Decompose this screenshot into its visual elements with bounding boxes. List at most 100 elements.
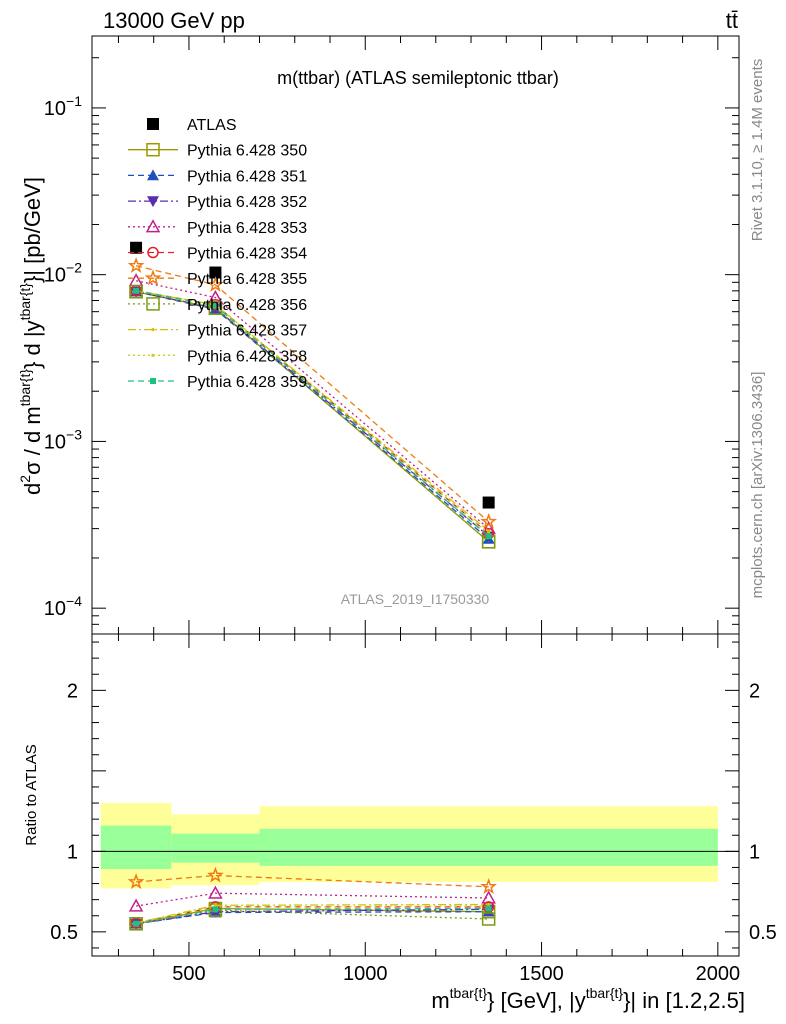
uncertainty-band-stat bbox=[100, 825, 172, 870]
y-tick-label: 10−3 bbox=[44, 426, 82, 453]
x-label-end: }| in [1.2,2.5] bbox=[623, 988, 745, 1013]
legend-entry: Pythia 6.428 359 bbox=[128, 374, 307, 391]
data-point-marker bbox=[146, 142, 160, 157]
source-label: mcplots.cern.ch [arXiv:1306.3436] bbox=[749, 372, 766, 599]
legend-entry: Pythia 6.428 357 bbox=[128, 323, 307, 340]
data-point-marker bbox=[128, 898, 144, 912]
y-tick-label: 10−1 bbox=[44, 93, 82, 120]
y-label-mid: } d |y bbox=[20, 320, 45, 369]
y-tick-label: 10−4 bbox=[44, 593, 82, 620]
main-plot-marks bbox=[127, 241, 498, 549]
data-point-marker bbox=[151, 328, 155, 332]
data-point-marker bbox=[151, 353, 155, 357]
legend-label: Pythia 6.428 354 bbox=[187, 246, 307, 263]
ratio-y-tick-label-right: 1 bbox=[749, 841, 760, 863]
main-y-axis-label: d2σ / d mtbar{t}} d |ytbar{t}}| [pb/GeV] bbox=[17, 177, 45, 495]
ratio-plot-frame bbox=[91, 633, 740, 957]
legend-label: Pythia 6.428 358 bbox=[187, 348, 307, 365]
data-point-marker bbox=[130, 241, 143, 254]
ratio-y-tick-label-left: 0.5 bbox=[50, 922, 78, 944]
y-tick-label-base: 10 bbox=[44, 598, 66, 620]
series-6 bbox=[127, 257, 498, 529]
legend-label: Pythia 6.428 356 bbox=[187, 297, 307, 314]
y-label-sup3: tbar{t} bbox=[17, 283, 33, 321]
x-label-mid: } [GeV], |y bbox=[487, 988, 586, 1013]
main-plot-panel: 10−410−310−210−1 m(ttbar) (ATLAS semilep… bbox=[17, 35, 740, 635]
data-point-marker bbox=[133, 287, 140, 294]
uncertainty-band-stat bbox=[259, 828, 718, 866]
series-10 bbox=[133, 287, 492, 540]
y-label-sup2: 2 bbox=[17, 475, 33, 483]
y-label-sigma: σ / d m bbox=[20, 406, 45, 475]
legend-entry: Pythia 6.428 354 bbox=[128, 246, 307, 263]
data-point-marker bbox=[206, 276, 224, 292]
legend-label: Pythia 6.428 352 bbox=[187, 194, 307, 211]
data-point-marker bbox=[144, 269, 162, 286]
y-tick-label: 10−2 bbox=[44, 260, 82, 287]
data-point-marker bbox=[147, 169, 159, 181]
uncertainty-band-stat bbox=[171, 833, 260, 863]
series-2 bbox=[130, 285, 495, 544]
data-point-marker bbox=[481, 912, 496, 926]
ratio-plot-panel: 0.5 0.5 1 1 2 2 500 1000 1500 2000 Ratio to ATLAS… bbox=[23, 633, 777, 1013]
main-y-ticks: 10−410−310−210−1 bbox=[44, 36, 739, 635]
legend-entry: Pythia 6.428 350 bbox=[128, 143, 307, 160]
data-point-marker bbox=[150, 378, 156, 384]
series-3 bbox=[130, 286, 495, 543]
data-point-marker bbox=[127, 257, 145, 274]
y-label-sup1: tbar{t} bbox=[17, 369, 33, 407]
ratio-series-5 bbox=[127, 866, 498, 894]
data-point-marker bbox=[206, 866, 224, 883]
y-tick-label-base: 10 bbox=[44, 431, 66, 453]
ratio-ticks: 0.5 0.5 1 1 2 2 500 1000 1500 2000 bbox=[50, 634, 777, 985]
legend-label: Pythia 6.428 351 bbox=[187, 168, 307, 185]
x-label-sup1: tbar{t} bbox=[450, 985, 488, 1001]
series-7 bbox=[129, 284, 496, 549]
data-point-marker bbox=[146, 297, 160, 311]
legend-label: Pythia 6.428 359 bbox=[187, 374, 307, 391]
data-point-marker bbox=[480, 512, 498, 529]
y-tick-label-exp: −2 bbox=[66, 260, 82, 276]
series-0 bbox=[130, 241, 495, 509]
ratio-series-9 bbox=[133, 905, 492, 927]
legend-label: ATLAS bbox=[187, 117, 237, 134]
series-1 bbox=[129, 284, 496, 549]
legend-label: Pythia 6.428 357 bbox=[187, 323, 307, 340]
x-tick-label: 2000 bbox=[696, 963, 741, 985]
legend: ATLAS Pythia 6.428 350 Pythia 6.428 351 Pyt… bbox=[128, 117, 307, 391]
x-axis-label: mtbar{t}} [GeV], |ytbar{t}}| in [1.2,2.5… bbox=[431, 985, 745, 1013]
data-point-marker bbox=[209, 266, 222, 279]
data-point-marker bbox=[485, 533, 492, 540]
y-tick-label-base: 10 bbox=[44, 265, 66, 287]
data-point-marker bbox=[147, 196, 159, 208]
series-line bbox=[135, 265, 490, 523]
ratio-y-tick-label-left: 2 bbox=[67, 680, 78, 702]
y-tick-label-exp: −3 bbox=[66, 426, 82, 442]
legend-entry: Pythia 6.428 356 bbox=[128, 297, 307, 314]
legend-entry: Pythia 6.428 351 bbox=[128, 168, 307, 185]
y-label-end: }| [pb/GeV] bbox=[20, 177, 45, 283]
data-point-marker bbox=[147, 246, 159, 259]
legend-entry: Pythia 6.428 358 bbox=[128, 348, 307, 365]
series-line bbox=[135, 280, 490, 530]
data-point-marker bbox=[127, 873, 145, 890]
data-point-marker bbox=[482, 901, 495, 913]
analysis-id-label: ATLAS_2019_I1750330 bbox=[341, 591, 490, 607]
y-tick-label-base: 10 bbox=[44, 98, 66, 120]
x-tick-label: 1000 bbox=[343, 963, 388, 985]
energy-label: 13000 GeV pp bbox=[103, 8, 245, 33]
ratio-y-tick-label-left: 1 bbox=[67, 841, 78, 863]
x-label-m: m bbox=[431, 988, 449, 1013]
x-label-sup2: tbar{t} bbox=[586, 985, 624, 1001]
data-point-marker bbox=[147, 118, 159, 130]
data-point-marker bbox=[129, 917, 143, 931]
main-plot-title: m(ttbar) (ATLAS semileptonic ttbar) bbox=[277, 68, 559, 88]
data-point-marker bbox=[133, 920, 140, 927]
y-label-d: d bbox=[20, 483, 45, 495]
data-point-marker bbox=[145, 219, 161, 233]
ratio-y-axis-label: Ratio to ATLAS bbox=[23, 744, 40, 845]
y-tick-label-exp: −4 bbox=[66, 593, 82, 609]
data-point-marker bbox=[481, 890, 496, 904]
data-point-marker bbox=[212, 906, 219, 913]
